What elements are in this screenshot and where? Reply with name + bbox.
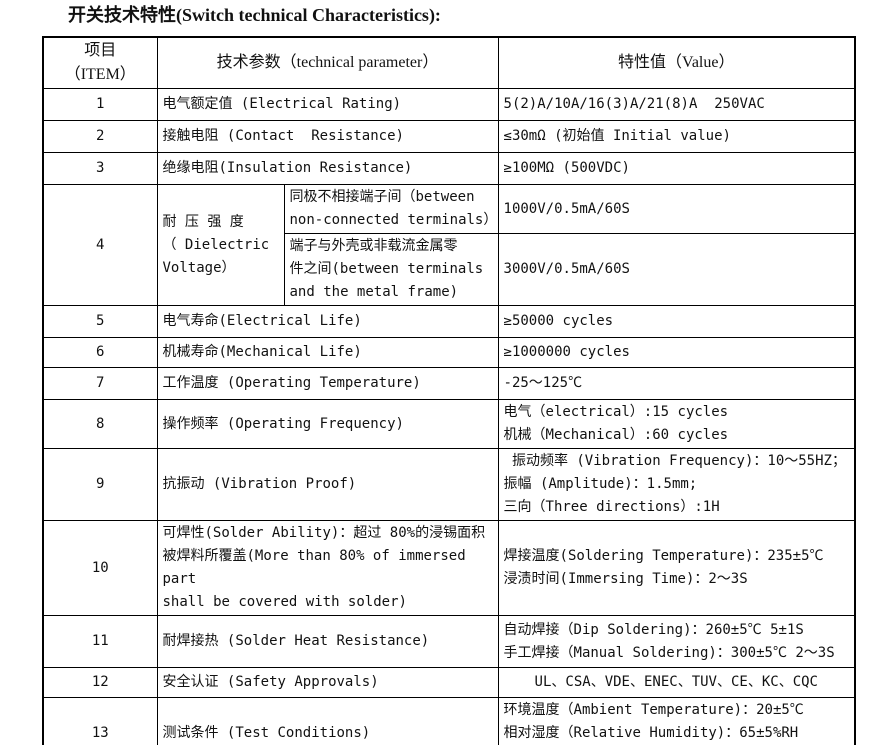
table-row: 7 工作温度 (Operating Temperature) -25～125℃	[42, 367, 856, 400]
table-row: 10 可焊性(Solder Ability)：超过 80%的浸锡面积 被焊料所覆…	[42, 520, 856, 616]
parameter-cell: 工作温度 (Operating Temperature)	[156, 367, 499, 400]
value-cell: 5(2)A/10A/16(3)A/21(8)A 250VAC	[497, 88, 856, 121]
table-row: 9 抗振动 (Vibration Proof) 振动频率 (Vibration …	[42, 448, 856, 521]
item-cell: 13	[42, 697, 158, 745]
item-cell: 6	[42, 337, 158, 368]
table-row: 12 安全认证 (Safety Approvals) UL、CSA、VDE、EN…	[42, 667, 856, 698]
item-cell: 12	[42, 667, 158, 698]
value-cell: 自动焊接（Dip Soldering)：260±5℃ 5±1S 手工焊接（Man…	[497, 615, 856, 668]
value-cell: ≤30mΩ (初始值 Initial value)	[497, 120, 856, 153]
value-cell: 1000V/0.5mA/60S	[497, 184, 856, 234]
page-title: 开关技术特性(Switch technical Characteristics)…	[68, 5, 441, 25]
item-cell: 7	[42, 367, 158, 400]
value-cell: ≥1000000 cycles	[497, 337, 856, 368]
parameter-cell: 测试条件 (Test Conditions)	[156, 697, 499, 745]
item-cell: 11	[42, 615, 158, 668]
parameter-cell: 接触电阻 (Contact Resistance)	[156, 120, 499, 153]
table-row: 6 机械寿命(Mechanical Life) ≥1000000 cycles	[42, 337, 856, 368]
condition-cell: 同极不相接端子间（between non-connected terminals…	[283, 184, 499, 234]
parameter-cell: 电气额定值 (Electrical Rating)	[156, 88, 499, 121]
table-row: 2 接触电阻 (Contact Resistance) ≤30mΩ (初始值 I…	[42, 120, 856, 153]
table-header-row: 项目 （ITEM） 技术参数（technical parameter） 特性值（…	[42, 36, 856, 89]
item-cell: 4	[42, 184, 158, 306]
parameter-cell: 抗振动 (Vibration Proof)	[156, 448, 499, 521]
value-cell: 焊接温度(Soldering Temperature)：235±5℃ 浸渍时间(…	[497, 520, 856, 616]
item-cell: 1	[42, 88, 158, 121]
value-cell: ≥50000 cycles	[497, 305, 856, 338]
value-cell: 环境温度（Ambient Temperature)：20±5℃ 相对湿度（Rel…	[497, 697, 856, 745]
value-cell: ≥100MΩ (500VDC)	[497, 152, 856, 185]
parameter-cell: 安全认证 (Safety Approvals)	[156, 667, 499, 698]
value-cell: UL、CSA、VDE、ENEC、TUV、CE、KC、CQC	[497, 667, 856, 698]
value-cell: 振动频率 (Vibration Frequency)：10～55HZ； 振幅 (…	[497, 448, 856, 521]
parameter-cell: 耐焊接热 (Solder Heat Resistance)	[156, 615, 499, 668]
value-cell: 3000V/0.5mA/60S	[497, 233, 856, 306]
table-row: 13 测试条件 (Test Conditions) 环境温度（Ambient T…	[42, 697, 856, 745]
header-item-cell: 项目 （ITEM）	[42, 36, 158, 89]
header-parameter-cell: 技术参数（technical parameter）	[156, 36, 499, 89]
value-cell: -25～125℃	[497, 367, 856, 400]
parameter-cell: 机械寿命(Mechanical Life)	[156, 337, 499, 368]
parameter-cell: 操作频率 (Operating Frequency)	[156, 399, 499, 449]
table-row: 端子与外壳或非载流金属零 件之间(between terminals and t…	[43, 233, 856, 306]
item-cell: 8	[42, 399, 158, 449]
item-cell: 9	[42, 448, 158, 521]
item-cell: 2	[42, 120, 158, 153]
table-row: 3 绝缘电阻(Insulation Resistance) ≥100MΩ (50…	[42, 152, 856, 185]
table-row: 11 耐焊接热 (Solder Heat Resistance) 自动焊接（Di…	[42, 615, 856, 668]
table-row: 5 电气寿命(Electrical Life) ≥50000 cycles	[42, 305, 856, 338]
value-cell: 电气（electrical）:15 cycles 机械（Mechanical）:…	[497, 399, 856, 449]
item-cell: 3	[42, 152, 158, 185]
parameter-cell: 绝缘电阻(Insulation Resistance)	[156, 152, 499, 185]
switch-characteristics-table: 项目 （ITEM） 技术参数（technical parameter） 特性值（…	[42, 36, 857, 745]
table-row: 1 电气额定值 (Electrical Rating) 5(2)A/10A/16…	[42, 88, 856, 121]
parameter-cell: 可焊性(Solder Ability)：超过 80%的浸锡面积 被焊料所覆盖(M…	[156, 520, 499, 616]
header-value-cell: 特性值（Value）	[497, 36, 856, 89]
item-cell: 10	[42, 520, 158, 616]
table-row: 4 耐 压 强 度 （ Dielectric Voltage） 同极不相接端子间…	[42, 184, 856, 306]
table-row: 8 操作频率 (Operating Frequency) 电气（electric…	[42, 399, 856, 449]
parameter-cell: 耐 压 强 度 （ Dielectric Voltage）	[156, 184, 285, 306]
parameter-cell: 电气寿命(Electrical Life)	[156, 305, 499, 338]
item-cell: 5	[42, 305, 158, 338]
condition-cell: 端子与外壳或非载流金属零 件之间(between terminals and t…	[283, 233, 499, 306]
